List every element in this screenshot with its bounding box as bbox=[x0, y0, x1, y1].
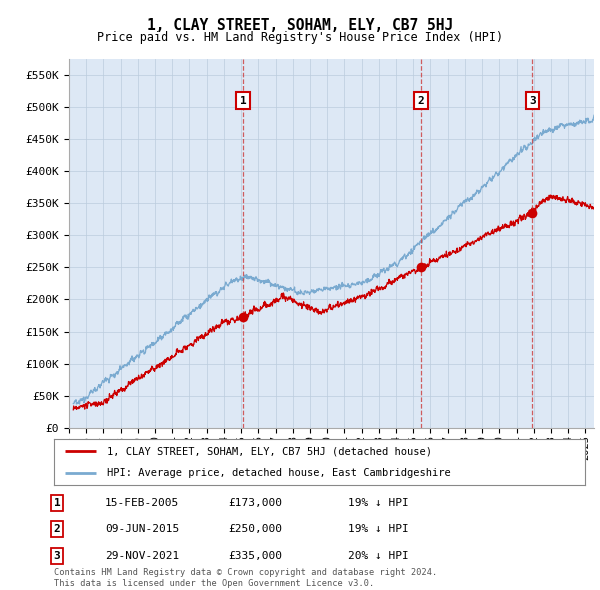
Text: 29-NOV-2021: 29-NOV-2021 bbox=[105, 551, 179, 560]
Text: 19% ↓ HPI: 19% ↓ HPI bbox=[348, 525, 409, 534]
Text: This data is licensed under the Open Government Licence v3.0.: This data is licensed under the Open Gov… bbox=[54, 579, 374, 588]
Text: 1, CLAY STREET, SOHAM, ELY, CB7 5HJ: 1, CLAY STREET, SOHAM, ELY, CB7 5HJ bbox=[147, 18, 453, 32]
Text: Contains HM Land Registry data © Crown copyright and database right 2024.: Contains HM Land Registry data © Crown c… bbox=[54, 568, 437, 577]
Text: £173,000: £173,000 bbox=[228, 498, 282, 507]
Text: 1: 1 bbox=[240, 96, 247, 106]
Text: 2: 2 bbox=[53, 525, 61, 534]
Text: Price paid vs. HM Land Registry's House Price Index (HPI): Price paid vs. HM Land Registry's House … bbox=[97, 31, 503, 44]
Text: 3: 3 bbox=[529, 96, 536, 106]
Text: 19% ↓ HPI: 19% ↓ HPI bbox=[348, 498, 409, 507]
Text: £335,000: £335,000 bbox=[228, 551, 282, 560]
Text: HPI: Average price, detached house, East Cambridgeshire: HPI: Average price, detached house, East… bbox=[107, 467, 451, 477]
Text: £250,000: £250,000 bbox=[228, 525, 282, 534]
Text: 3: 3 bbox=[53, 551, 61, 560]
Text: 2: 2 bbox=[418, 96, 424, 106]
Text: 15-FEB-2005: 15-FEB-2005 bbox=[105, 498, 179, 507]
Text: 1, CLAY STREET, SOHAM, ELY, CB7 5HJ (detached house): 1, CLAY STREET, SOHAM, ELY, CB7 5HJ (det… bbox=[107, 447, 432, 457]
Text: 20% ↓ HPI: 20% ↓ HPI bbox=[348, 551, 409, 560]
Text: 1: 1 bbox=[53, 498, 61, 507]
Text: 09-JUN-2015: 09-JUN-2015 bbox=[105, 525, 179, 534]
